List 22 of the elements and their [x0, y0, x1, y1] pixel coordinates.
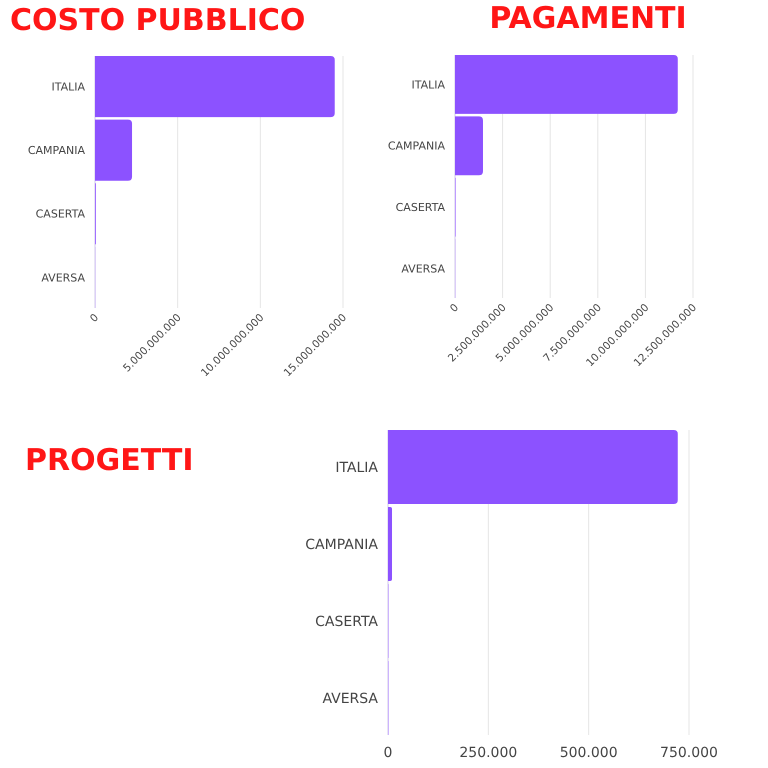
x-tick-label: 500.000: [560, 745, 618, 761]
chart-title: PAGAMENTI: [489, 1, 687, 36]
y-tick-label: ITALIA: [411, 78, 446, 92]
bar: [388, 430, 678, 504]
y-tick-label: CASERTA: [396, 201, 446, 214]
y-tick-label: CAMPANIA: [28, 144, 86, 158]
y-tick-label: AVERSA: [322, 690, 378, 707]
x-tick-label: 0: [384, 745, 392, 761]
y-tick-label: AVERSA: [41, 271, 86, 284]
y-tick-label: ITALIA: [51, 80, 86, 94]
x-tick-label: 750.000: [660, 745, 718, 761]
y-tick-label: AVERSA: [401, 262, 446, 276]
x-tick-label: 250.000: [459, 745, 518, 761]
y-tick-label: CAMPANIA: [305, 536, 378, 553]
y-tick-label: CASERTA: [36, 208, 86, 221]
y-tick-label: ITALIA: [335, 460, 378, 476]
bar: [388, 507, 392, 581]
chart-title: COSTO PUBBLICO: [10, 3, 306, 38]
text: PROGETTI: [25, 443, 194, 478]
y-tick-label: CAMPANIA: [388, 140, 446, 153]
x-tick-label: 0: [88, 312, 102, 325]
y-tick-label: CASERTA: [315, 614, 378, 630]
